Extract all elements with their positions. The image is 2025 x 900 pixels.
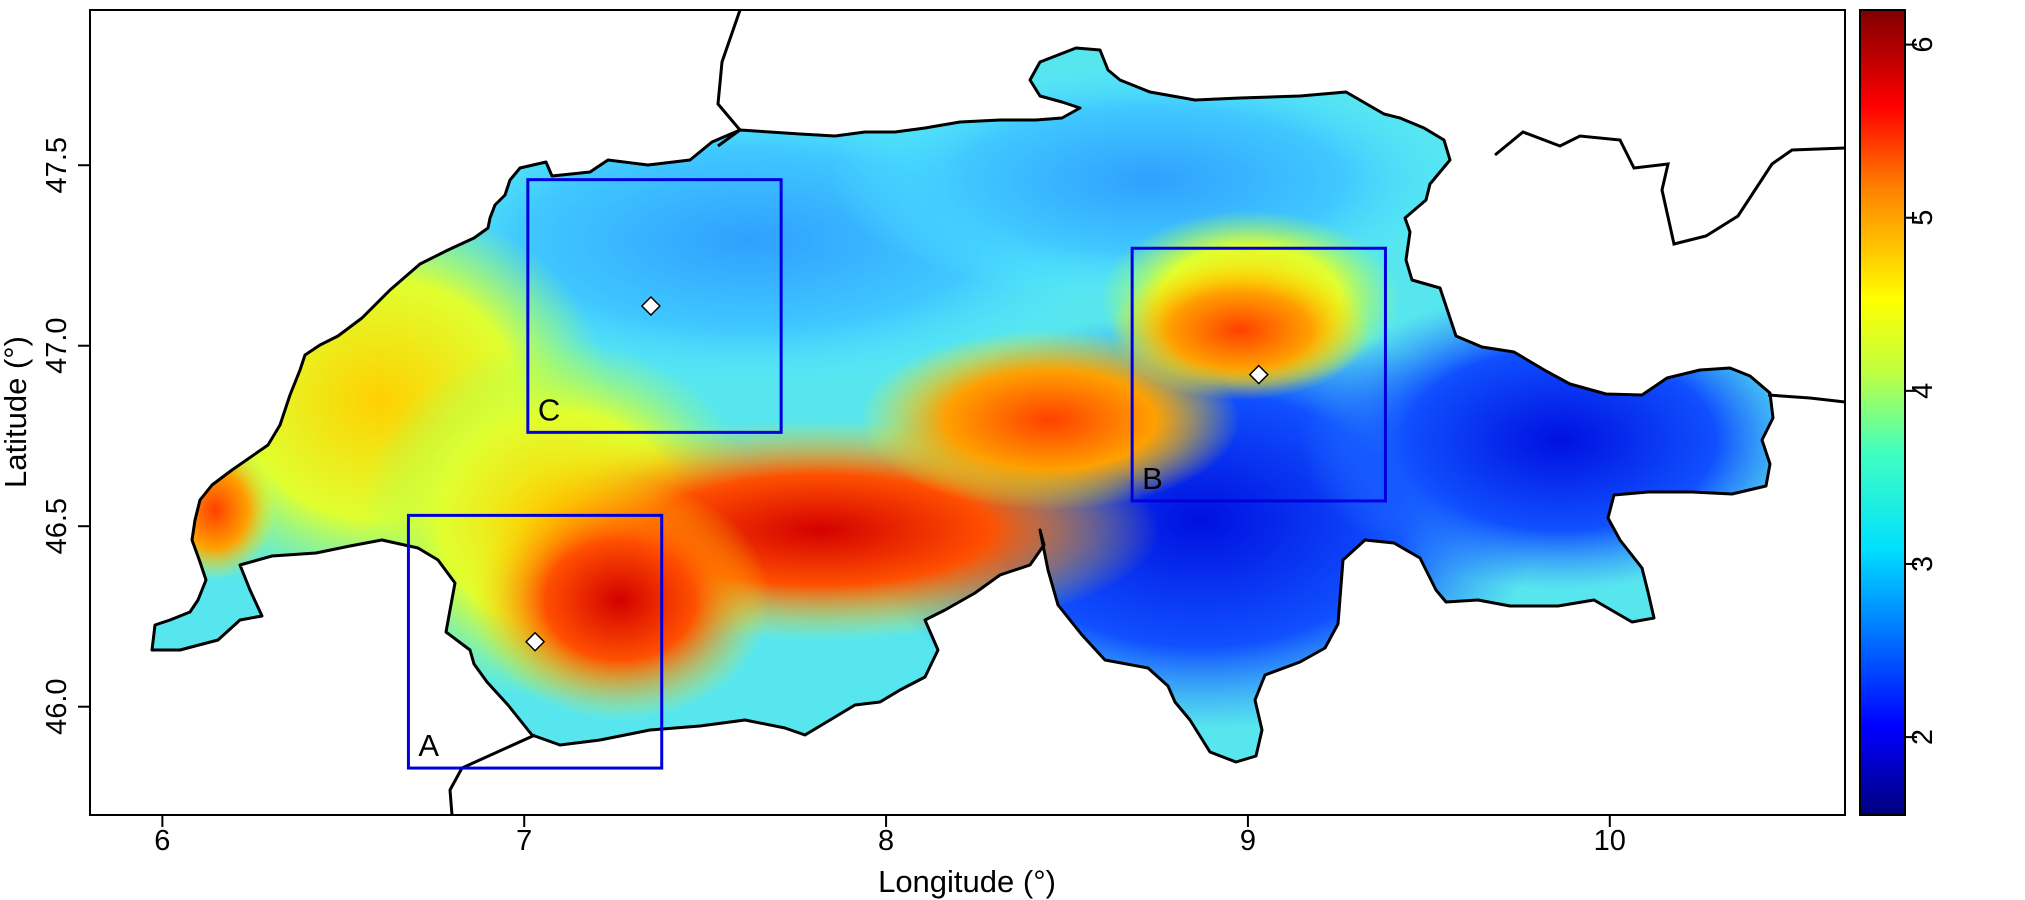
y-axis: 46.0 46.5 47.0 47.5 [41, 137, 90, 735]
y-tick-label: 46.0 [41, 678, 73, 734]
x-tick-label: 7 [516, 825, 532, 857]
x-axis-label: Longitude (°) [878, 864, 1056, 899]
x-tick-label: 9 [1240, 825, 1256, 857]
colorbar-tick-label: 5 [1907, 210, 1939, 226]
x-tick-label: 8 [878, 825, 894, 857]
region-label-c: C [538, 392, 560, 427]
colorbar-tick-label: 6 [1907, 37, 1939, 53]
colorbar-axis: 2 3 4 5 6 [1905, 37, 1939, 745]
colorbar-tick-label: 3 [1907, 556, 1939, 572]
region-box-b [1130, 246, 1387, 503]
x-tick-label: 10 [1594, 825, 1626, 857]
switzerland-border [150, 46, 1775, 764]
neighbour-border-austria [1767, 393, 1846, 404]
x-tick-label: 6 [154, 825, 170, 857]
region-boxes: A B C [406, 178, 1387, 770]
y-tick-label: 46.5 [41, 498, 73, 554]
region-label-b: B [1142, 461, 1163, 496]
y-tick-label: 47.5 [41, 137, 73, 193]
colorbar [1859, 9, 1906, 816]
neighbour-border-north [716, 9, 743, 148]
colorbar-tick-label: 4 [1907, 383, 1939, 399]
y-tick-label: 47.0 [41, 317, 73, 373]
site-marker-c [640, 295, 661, 317]
region-box-a [406, 513, 664, 770]
site-marker-b [1248, 364, 1269, 385]
region-box-c [526, 178, 783, 434]
x-axis: 6 7 8 9 10 [154, 815, 1626, 857]
site-marker-a [525, 631, 546, 652]
y-axis-label: Latitude (°) [0, 336, 33, 488]
colorbar-tick-label: 2 [1907, 729, 1939, 745]
neighbour-border-south [448, 733, 536, 816]
neighbour-border-east [1494, 130, 1846, 246]
region-label-a: A [418, 728, 439, 763]
